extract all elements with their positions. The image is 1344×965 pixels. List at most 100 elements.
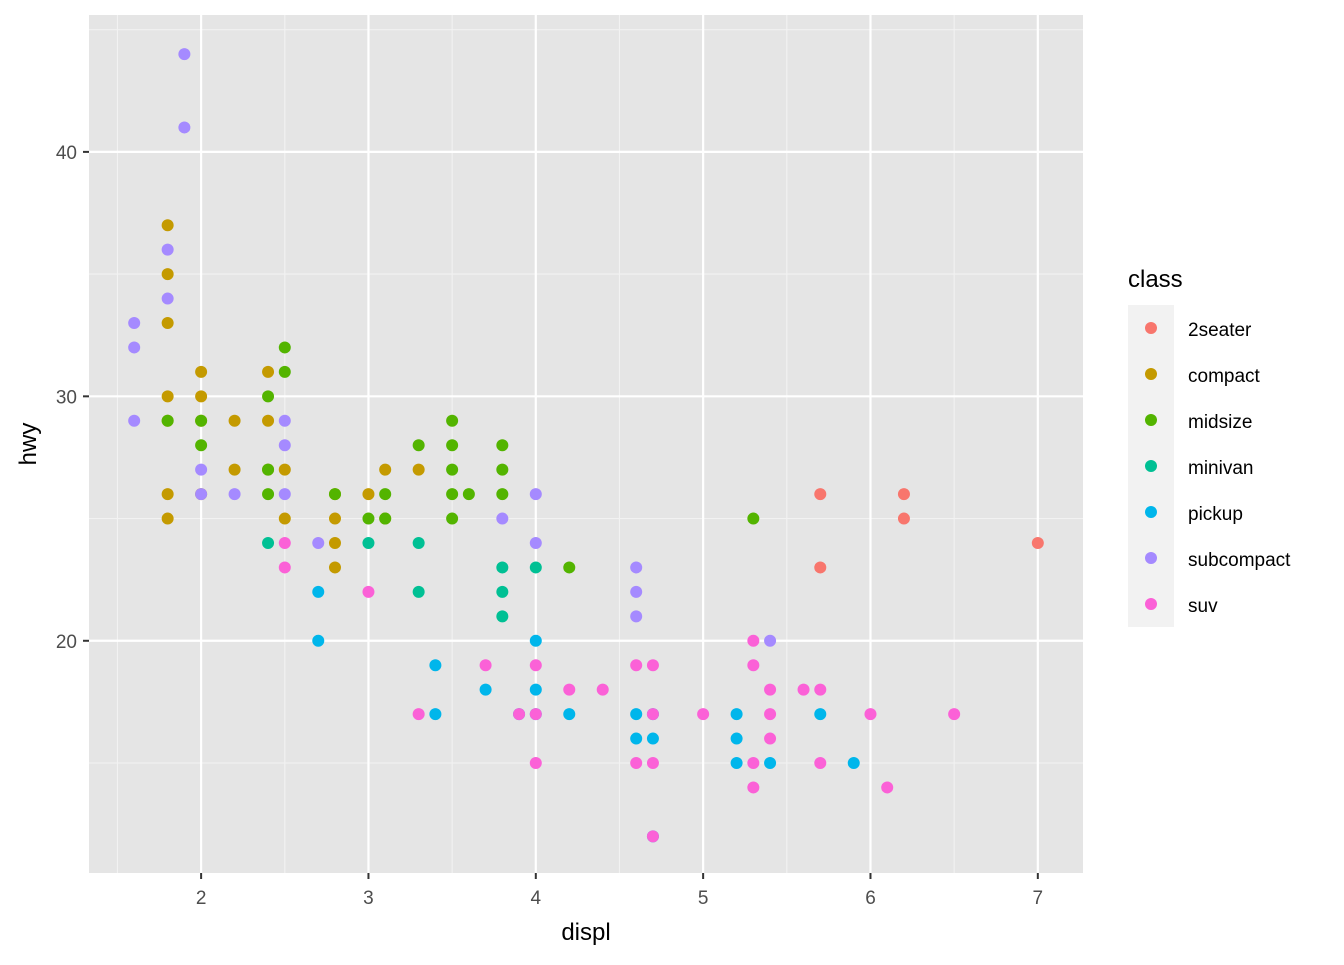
y-tick-label: 20 [56,632,77,653]
point-suv [278,561,291,574]
point-midsize [278,341,291,354]
point-subcompact [128,341,141,354]
point-suv [646,708,659,721]
point-subcompact [128,414,141,427]
point-2seater [814,488,827,501]
point-pickup [730,757,743,769]
legend-title: class [1128,266,1183,293]
legend-key-2seater [1145,322,1157,334]
legend-label-subcompact: subcompact [1188,550,1291,571]
x-axis-ticks: 2 3 4 5 6 7 [196,873,1043,909]
point-midsize [195,414,208,427]
point-suv [646,659,659,672]
point-pickup [847,757,860,769]
point-subcompact [128,317,141,329]
legend-key-minivan [1145,460,1157,472]
point-pickup [630,708,643,721]
point-suv [881,781,894,794]
point-pickup [630,732,643,745]
x-tick-label: 7 [1033,888,1044,909]
point-suv [646,830,659,843]
point-compact [328,561,341,574]
point-subcompact [278,439,291,452]
point-subcompact [195,488,208,501]
point-compact [262,365,275,378]
point-compact [379,463,392,476]
panel-background [89,15,1083,873]
point-midsize [446,439,459,452]
point-midsize [563,561,576,574]
point-subcompact [312,537,325,549]
point-suv [362,585,375,598]
point-compact [161,219,174,232]
point-pickup [429,708,442,721]
point-suv [563,683,576,696]
point-minivan [262,537,275,549]
point-midsize [747,512,760,525]
point-midsize [161,414,174,427]
point-pickup [646,732,659,745]
point-midsize [496,463,509,476]
legend-label-suv: suv [1188,596,1218,617]
point-minivan [529,561,542,574]
point-suv [814,683,827,696]
point-suv [646,757,659,769]
point-suv [747,634,760,647]
point-midsize [262,488,275,501]
point-pickup [814,708,827,721]
x-tick-label: 4 [531,888,542,909]
point-pickup [312,634,325,647]
point-2seater [897,512,910,525]
point-pickup [730,732,743,745]
legend-label-2seater: 2seater [1188,320,1252,341]
point-suv [747,781,760,794]
point-suv [764,683,777,696]
point-midsize [496,439,509,452]
point-pickup [730,708,743,721]
point-subcompact [161,292,174,305]
point-midsize [446,414,459,427]
point-pickup [529,634,542,647]
point-pickup [429,659,442,672]
point-suv [529,708,542,721]
point-compact [412,463,425,476]
point-compact [278,512,291,525]
point-compact [278,463,291,476]
point-subcompact [228,488,241,501]
point-minivan [496,585,509,598]
point-suv [814,757,827,769]
x-tick-label: 6 [865,888,876,909]
point-2seater [1031,537,1044,549]
point-suv [529,757,542,769]
point-midsize [328,488,341,501]
point-minivan [362,537,375,549]
point-suv [529,659,542,672]
point-compact [161,390,174,403]
point-minivan [412,585,425,598]
legend-key-midsize [1145,414,1157,426]
point-pickup [764,757,777,769]
point-compact [195,390,208,403]
point-subcompact [161,243,174,256]
point-subcompact [178,48,191,61]
point-midsize [379,488,392,501]
point-suv [513,708,526,721]
point-compact [228,414,241,427]
point-suv [412,708,425,721]
point-suv [747,659,760,672]
point-midsize [262,390,275,403]
point-subcompact [178,121,191,134]
legend-key-pickup [1145,506,1157,518]
x-tick-label: 5 [698,888,709,909]
point-suv [864,708,877,721]
point-subcompact [630,585,643,598]
x-axis-title: displ [561,919,610,946]
point-suv [948,708,961,721]
point-compact [328,537,341,549]
point-suv [278,537,291,549]
legend-key-subcompact [1145,552,1157,564]
legend-key-suv [1145,598,1157,610]
point-minivan [496,561,509,574]
point-subcompact [630,561,643,574]
